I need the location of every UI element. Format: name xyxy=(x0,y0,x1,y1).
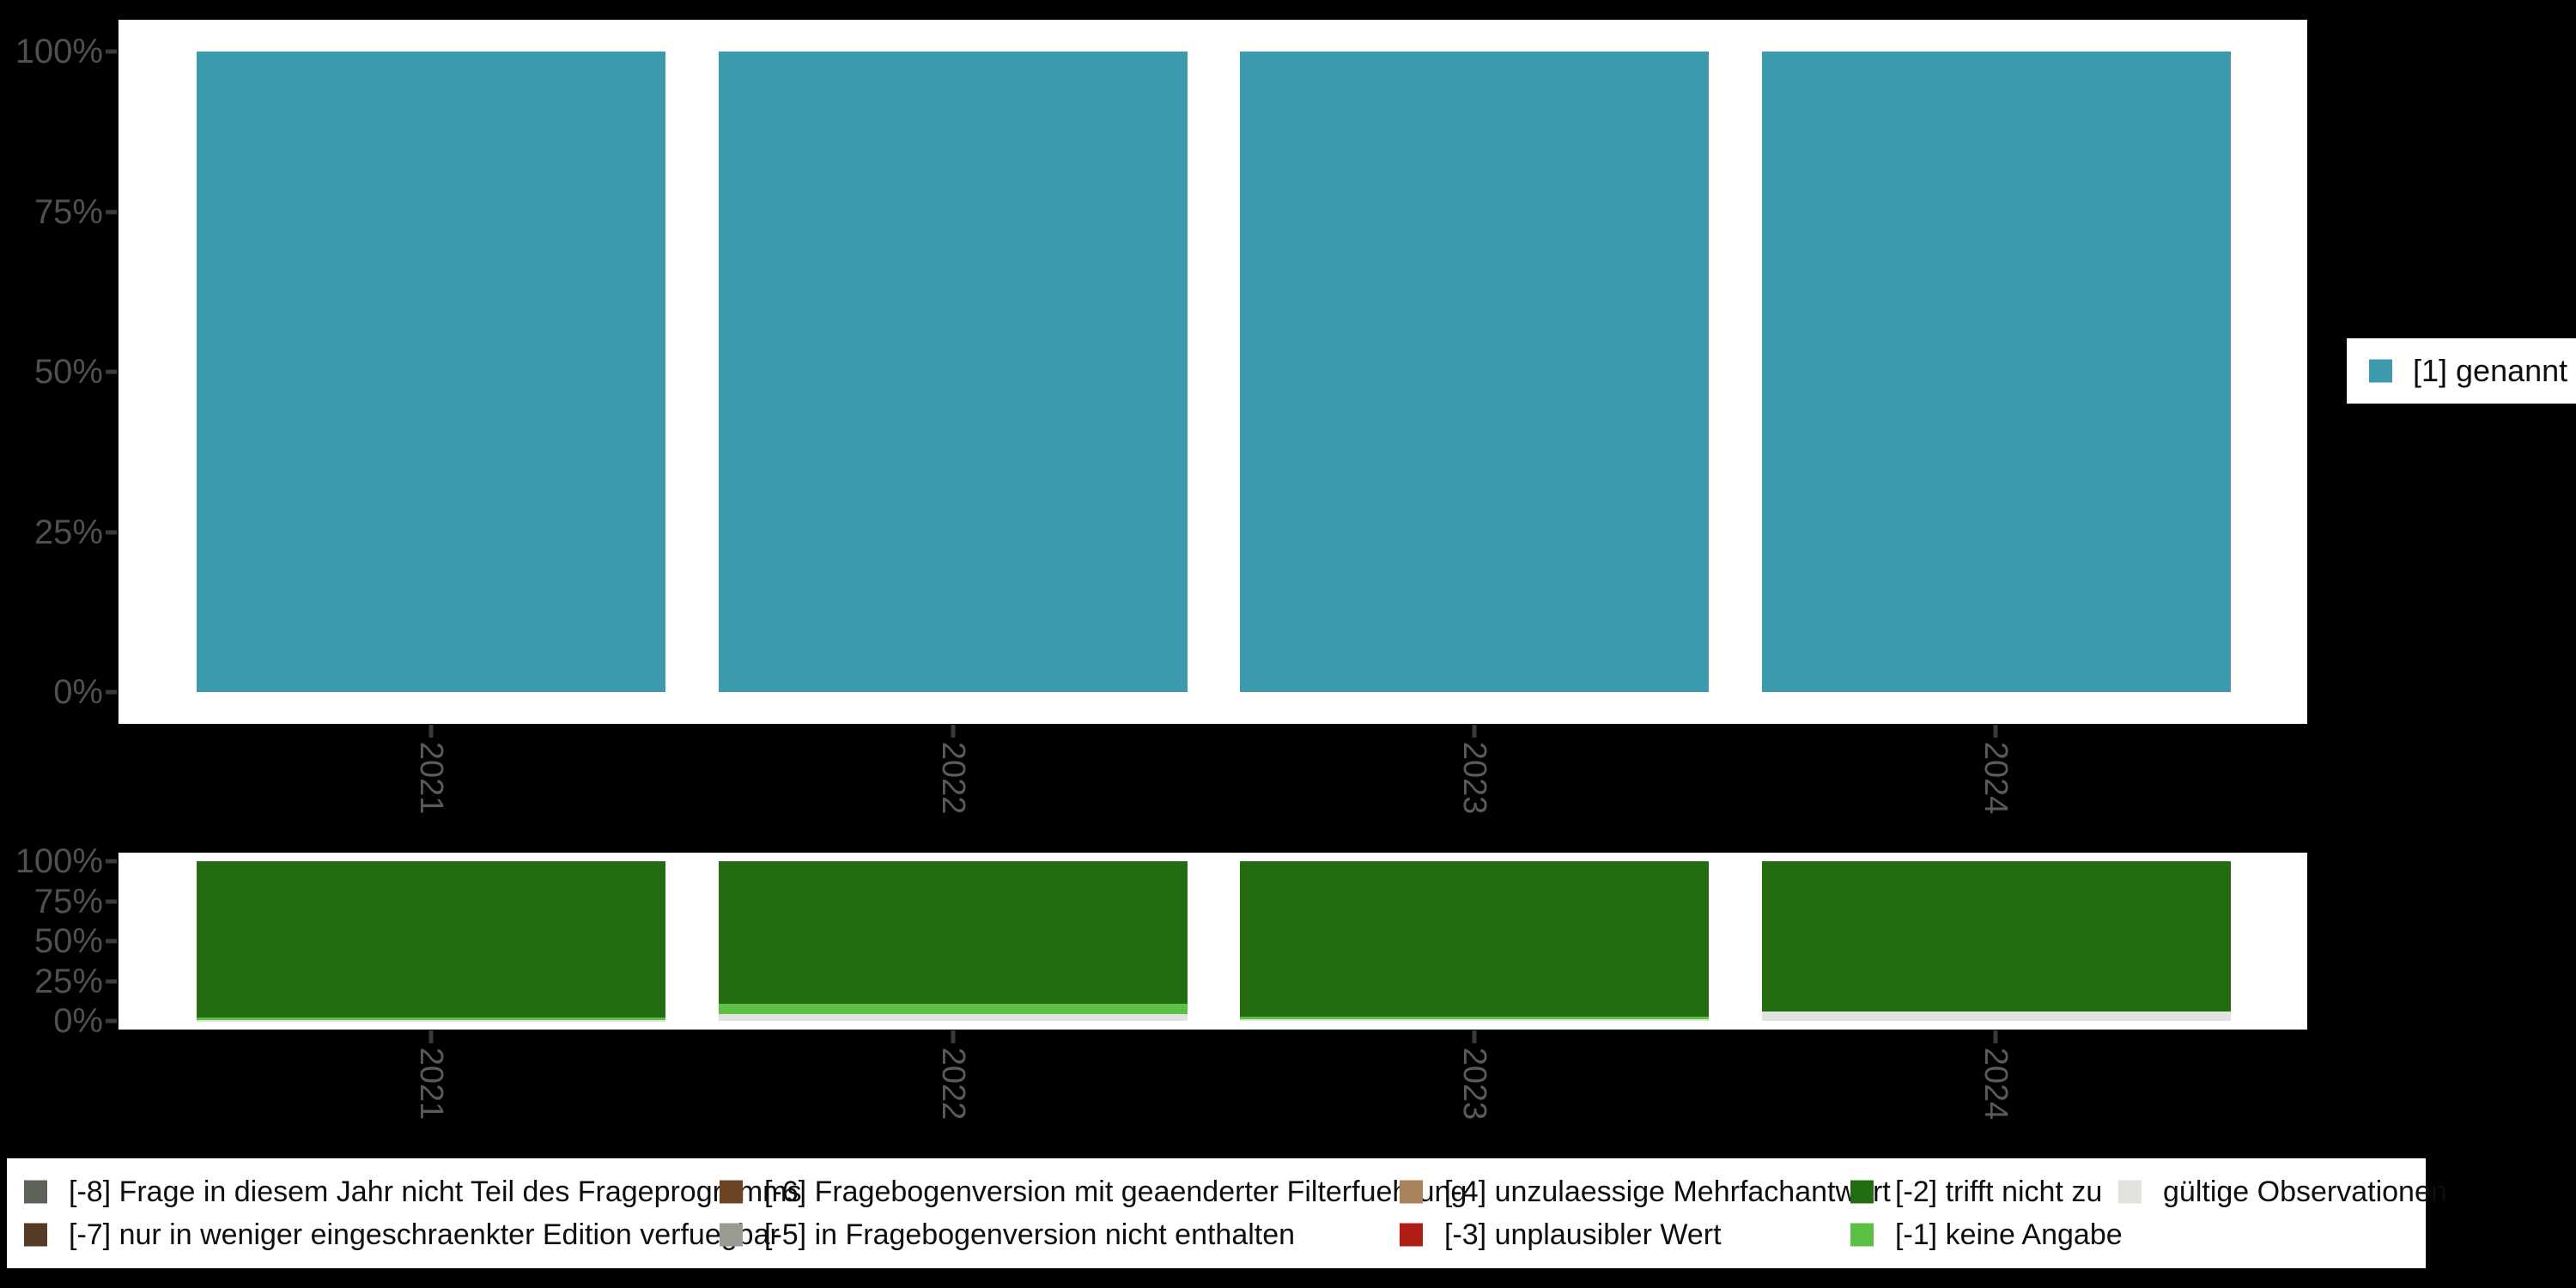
bottom-x-axis-label-2022: 2022 xyxy=(935,1047,971,1121)
bar-2021-genannt xyxy=(197,52,665,692)
top-x-tick-mark-2022 xyxy=(951,725,956,738)
bottom-y-axis-label-100%: 100% xyxy=(15,842,103,880)
legend-label-genannt: [1] genannt xyxy=(2413,353,2568,388)
right-legend: [1] genannt xyxy=(2347,338,2576,404)
top-y-axis-label-100%: 100% xyxy=(15,33,103,70)
stacked-bar-2021---1-keine-angabe xyxy=(197,1018,665,1021)
legend-swatch xyxy=(1850,1223,1874,1247)
bottom-x-tick-mark-2024 xyxy=(1993,1030,1998,1043)
legend-swatch-genannt xyxy=(2369,359,2392,383)
legend-label: [-7] nur in weniger eingeschraenkter Edi… xyxy=(69,1218,780,1251)
legend-label: [-6] Fragebogenversion mit geaenderter F… xyxy=(764,1176,1467,1208)
bar-2022-genannt xyxy=(719,52,1188,692)
bottom-y-tick-mark xyxy=(106,859,117,864)
stacked-bar-2024-g-ltige-observationen xyxy=(1762,1012,2231,1021)
bar-2024-genannt xyxy=(1762,52,2231,692)
top-y-axis-label-75%: 75% xyxy=(33,192,103,231)
top-x-tick-mark-2024 xyxy=(1993,725,1998,738)
legend-label: [-1] keine Angabe xyxy=(1895,1218,2123,1251)
legend-swatch xyxy=(720,1180,743,1204)
bottom-x-tick-mark-2023 xyxy=(1472,1030,1477,1043)
legend-label: [-5] in Fragebogenversion nicht enthalte… xyxy=(764,1218,1296,1251)
bar-2023-genannt xyxy=(1240,52,1709,692)
top-x-tick-mark-2021 xyxy=(428,725,434,738)
legend-swatch xyxy=(1850,1180,1874,1204)
stacked-bar-2023---1-keine-angabe xyxy=(1240,1016,1709,1019)
top-y-tick-mark xyxy=(106,369,117,374)
top-y-tick-mark xyxy=(106,210,117,214)
stacked-bar-2021---2-trifft-nicht-zu xyxy=(197,861,665,1018)
stacked-bar-2023---2-trifft-nicht-zu xyxy=(1240,861,1709,1017)
top-y-tick-mark xyxy=(106,49,117,54)
stacked-bar-2022-g-ltige-observationen xyxy=(719,1014,1188,1021)
legend-label: [-8] Frage in diesem Jahr nicht Teil des… xyxy=(69,1176,802,1208)
bottom-y-tick-mark xyxy=(106,979,117,983)
top-x-tick-mark-2023 xyxy=(1472,725,1477,738)
legend-swatch xyxy=(1400,1180,1423,1204)
stacked-bar-2022---2-trifft-nicht-zu xyxy=(719,861,1188,1004)
legend-swatch xyxy=(1400,1223,1423,1247)
legend-label: gültige Observationen xyxy=(2163,1176,2447,1208)
bottom-x-axis-label-2023: 2023 xyxy=(1456,1047,1492,1121)
bottom-x-tick-mark-2022 xyxy=(951,1030,956,1043)
bottom-x-axis-label-2021: 2021 xyxy=(413,1047,449,1121)
top-y-tick-mark xyxy=(106,690,117,695)
legend-swatch xyxy=(24,1180,47,1204)
bottom-legend: [-8] Frage in diesem Jahr nicht Teil des… xyxy=(7,1158,2447,1268)
bottom-y-tick-mark xyxy=(106,1018,117,1024)
bottom-y-axis-label-50%: 50% xyxy=(33,922,103,960)
top-x-axis-label-2023: 2023 xyxy=(1456,741,1492,815)
bottom-y-axis-label-0%: 0% xyxy=(53,1002,103,1040)
legend-swatch xyxy=(720,1223,743,1247)
legend-label: [-3] unplausibler Wert xyxy=(1444,1218,1722,1251)
bottom-x-tick-mark-2021 xyxy=(428,1030,434,1043)
stacked-bar-2024---2-trifft-nicht-zu xyxy=(1762,861,2231,1012)
top-y-tick-mark xyxy=(106,530,117,534)
top-y-axis-label-50%: 50% xyxy=(33,353,103,391)
bottom-y-axis-label-75%: 75% xyxy=(33,882,103,920)
legend-swatch xyxy=(2118,1180,2142,1204)
top-y-axis-label-25%: 25% xyxy=(33,513,103,551)
bottom-x-axis-label-2024: 2024 xyxy=(1978,1047,2014,1121)
top-x-axis-label-2022: 2022 xyxy=(935,741,971,815)
stacked-bar-2023-g-ltige-observationen xyxy=(1240,1018,1709,1021)
legend-swatch xyxy=(24,1223,47,1247)
legend-label: [-4] unzulaessige Mehrfachantwort xyxy=(1444,1176,1891,1208)
bottom-y-tick-mark xyxy=(106,899,117,903)
bottom-y-axis-label-25%: 25% xyxy=(33,962,103,1000)
top-x-axis-label-2021: 2021 xyxy=(413,741,449,815)
top-y-axis-label-0%: 0% xyxy=(53,673,103,711)
bottom-y-tick-mark xyxy=(106,939,117,944)
legend-label: [-2] trifft nicht zu xyxy=(1895,1176,2103,1208)
top-x-axis-label-2024: 2024 xyxy=(1978,741,2014,815)
stacked-bar-2022---1-keine-angabe xyxy=(719,1003,1188,1014)
stacked-bar-2021-g-ltige-observationen xyxy=(197,1020,665,1022)
